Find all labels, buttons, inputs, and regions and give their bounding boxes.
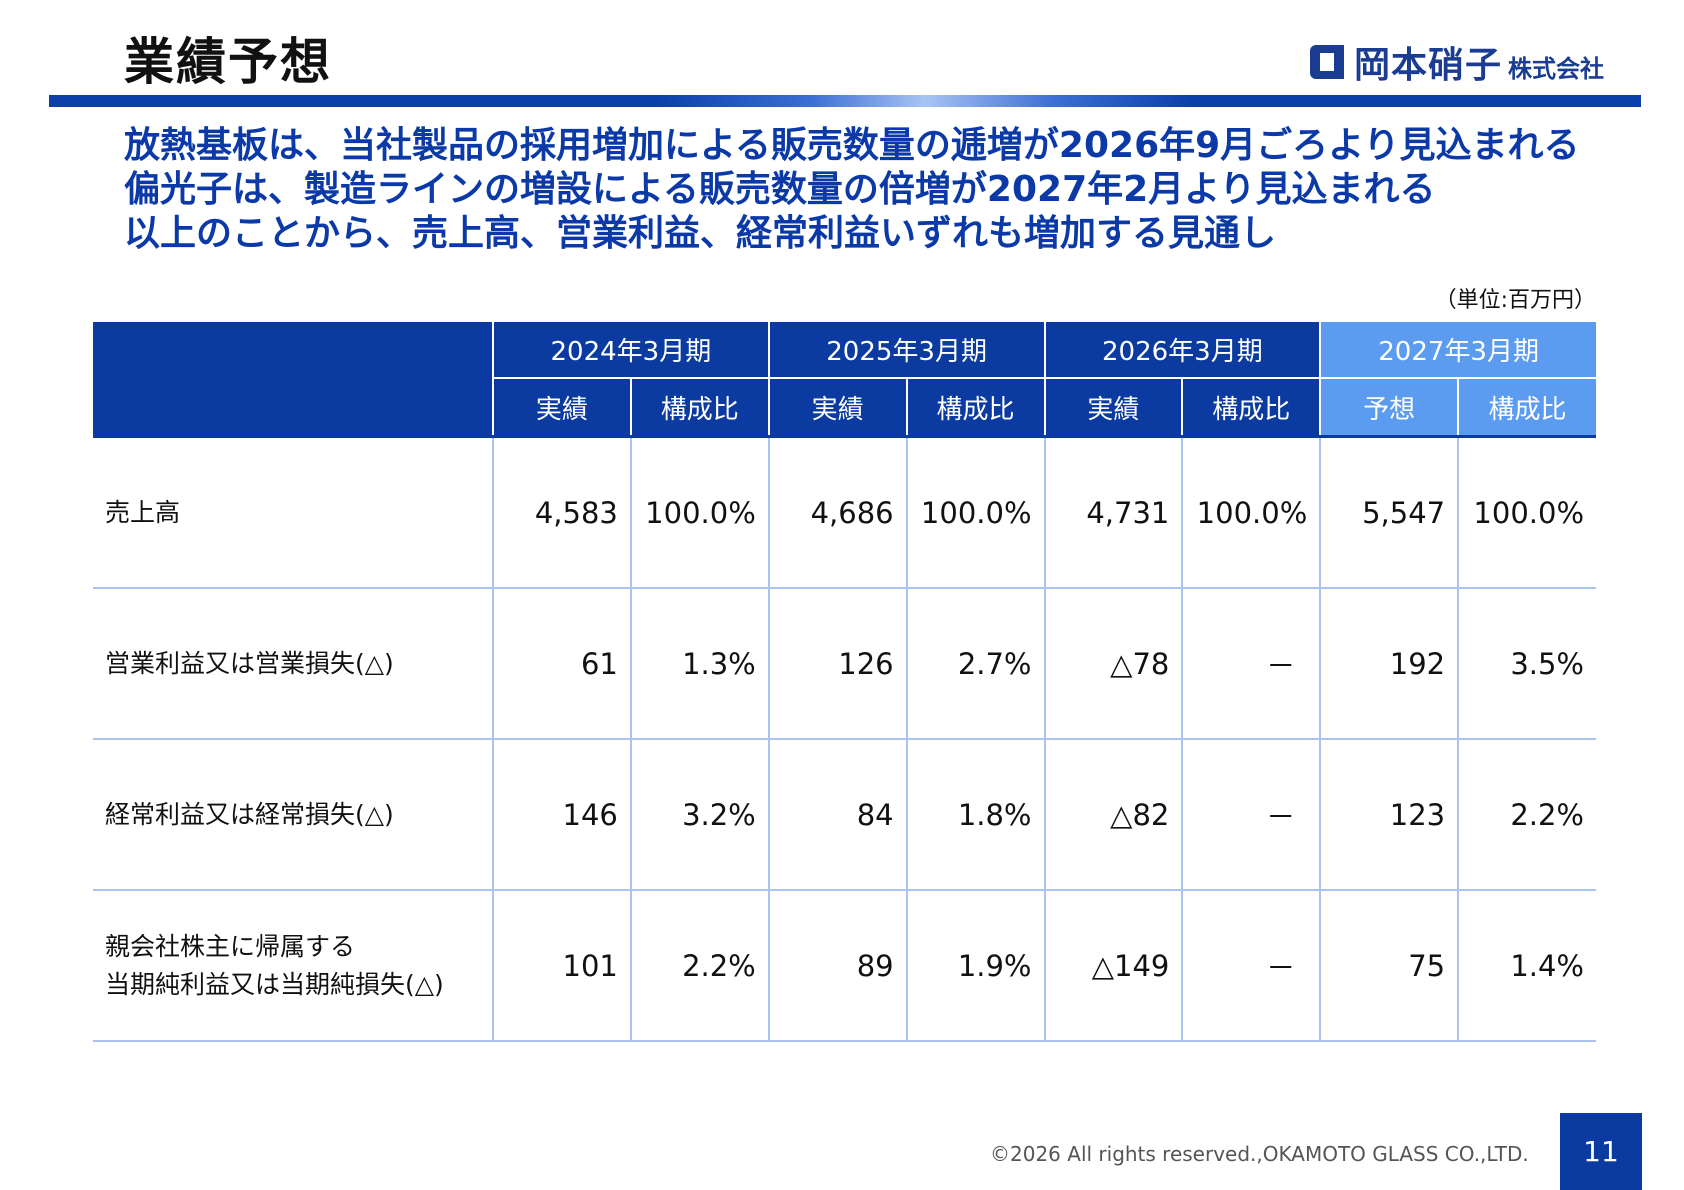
headline-1: 放熱基板は、当社製品の採用増加による販売数量の逓増が2026年9月ごろより見込ま… xyxy=(124,125,1580,166)
table-cell: － xyxy=(1181,890,1321,1042)
table-cell: 146 xyxy=(492,739,631,891)
table-cell: 4,686 xyxy=(767,435,907,589)
subheader-actual: 実績 xyxy=(1043,378,1183,438)
copyright-footer: ©2026 All rights reserved.,OKAMOTO GLASS… xyxy=(990,1142,1529,1166)
row-label-line1: 親会社株主に帰属する xyxy=(105,931,356,961)
subheader-ratio: 構成比 xyxy=(905,378,1045,438)
table-cell: △78 xyxy=(1043,588,1183,740)
period-header: 2025年3月期 xyxy=(767,322,1045,379)
table-cell: 84 xyxy=(767,739,907,891)
table-cell: 5,547 xyxy=(1319,435,1459,589)
table-cell: 75 xyxy=(1319,890,1459,1042)
table-cell: 1.9% xyxy=(905,890,1045,1042)
logo-name: 岡本硝子 xyxy=(1353,45,1502,86)
table-row-net-income: 親会社株主に帰属する 当期純利益又は当期純損失(△) 101 2.2% 89 1… xyxy=(93,890,1596,1042)
table-cell: △82 xyxy=(1043,739,1183,891)
row-label-line2: 当期純利益又は当期純損失(△) xyxy=(105,969,444,999)
table-cell: 126 xyxy=(767,588,907,740)
period-header: 2024年3月期 xyxy=(492,322,769,379)
subheader-ratio: 構成比 xyxy=(1181,378,1321,438)
page-title: 業績予想 xyxy=(124,33,332,91)
row-label: 売上高 xyxy=(93,435,493,589)
company-logo: 岡本硝子 株式会社 xyxy=(1308,36,1604,88)
table-cell: 100.0% xyxy=(1457,435,1596,589)
row-label: 経常利益又は経常損失(△) xyxy=(93,739,493,891)
table-cell: 4,583 xyxy=(492,435,631,589)
subheader-ratio: 構成比 xyxy=(1457,378,1596,438)
table-cell: 100.0% xyxy=(1181,435,1321,589)
table-cell: 101 xyxy=(492,890,631,1042)
subheader-actual: 実績 xyxy=(492,378,631,438)
table-cell: 2.2% xyxy=(629,890,769,1042)
table-cell: 123 xyxy=(1319,739,1459,891)
table-cell: 3.2% xyxy=(629,739,769,891)
forecast-table: 2024年3月期 2025年3月期 2026年3月期 2027年3月期 実績 構… xyxy=(93,322,1596,1042)
table-cell: 1.8% xyxy=(905,739,1045,891)
page-number: 11 xyxy=(1560,1113,1642,1190)
table-corner xyxy=(93,322,493,438)
headline-block: 放熱基板は、当社製品の採用増加による販売数量の逓増が2026年9月ごろより見込ま… xyxy=(124,124,1624,256)
subheader-ratio: 構成比 xyxy=(629,378,769,438)
table-cell: 2.2% xyxy=(1457,739,1596,891)
table-cell: 100.0% xyxy=(905,435,1045,589)
table-cell: － xyxy=(1181,588,1321,740)
table-cell: 1.3% xyxy=(629,588,769,740)
table-cell: － xyxy=(1181,739,1321,891)
table-cell: 89 xyxy=(767,890,907,1042)
table-cell: 3.5% xyxy=(1457,588,1596,740)
headline-3: 以上のことから、売上高、営業利益、経常利益いずれも増加する見通し xyxy=(124,213,1277,254)
unit-note: （単位:百万円） xyxy=(1434,288,1596,313)
table-cell: 1.4% xyxy=(1457,890,1596,1042)
period-header: 2026年3月期 xyxy=(1043,322,1321,379)
table-row-operating-income: 営業利益又は営業損失(△) 61 1.3% 126 2.7% △78 － 192… xyxy=(93,588,1596,740)
headline-2: 偏光子は、製造ラインの増設による販売数量の倍増が2027年2月より見込まれる xyxy=(124,169,1436,210)
table-cell: 4,731 xyxy=(1043,435,1183,589)
logo-mark-icon xyxy=(1309,45,1344,79)
period-header-forecast: 2027年3月期 xyxy=(1319,322,1596,379)
table-cell: 100.0% xyxy=(629,435,769,589)
table-cell: △149 xyxy=(1043,890,1183,1042)
subheader-actual: 実績 xyxy=(767,378,907,438)
table-cell: 192 xyxy=(1319,588,1459,740)
table-cell: 2.7% xyxy=(905,588,1045,740)
header-divider-bar xyxy=(49,95,1641,107)
row-label: 親会社株主に帰属する 当期純利益又は当期純損失(△) xyxy=(93,890,493,1042)
row-label: 営業利益又は営業損失(△) xyxy=(93,588,493,740)
table-cell: 61 xyxy=(492,588,631,740)
table-row-ordinary-income: 経常利益又は経常損失(△) 146 3.2% 84 1.8% △82 － 123… xyxy=(93,739,1596,891)
logo-suffix: 株式会社 xyxy=(1508,54,1604,83)
subheader-forecast: 予想 xyxy=(1319,378,1459,438)
table-row-net-sales: 売上高 4,583 100.0% 4,686 100.0% 4,731 100.… xyxy=(93,435,1596,589)
